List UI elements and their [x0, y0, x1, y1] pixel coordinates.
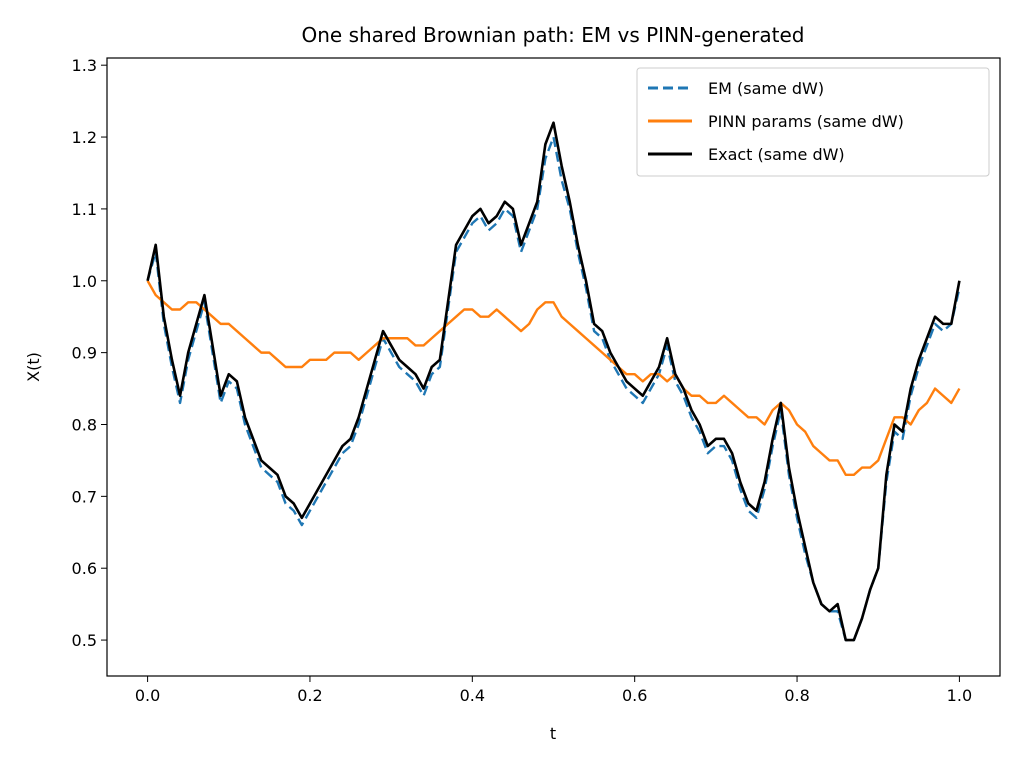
- plot-frame: [106, 57, 1001, 677]
- x-tick-label: 0.4: [460, 686, 485, 705]
- legend-box: [636, 67, 990, 177]
- series-line-exact: [146, 121, 961, 642]
- legend-label-pinn: PINN params (same dW): [708, 112, 904, 131]
- y-axis-title: X(t): [24, 352, 43, 382]
- y-tick-label: 1.0: [72, 272, 97, 291]
- y-tick-label: 0.5: [72, 631, 97, 650]
- y-tick-label: 1.1: [72, 200, 97, 219]
- series-layer: [146, 121, 961, 642]
- series-line-pinn: [146, 280, 961, 476]
- x-tick-label: 0.2: [297, 686, 322, 705]
- x-tick-label: 0.8: [784, 686, 809, 705]
- x-axis: 0.0 0.2 0.4 0.6 0.8 1.0: [135, 676, 972, 705]
- y-tick-label: 0.9: [72, 344, 97, 363]
- y-axis: 0.5 0.6 0.7 0.8 0.9 1.0 1.1 1.2 1.3: [72, 56, 107, 650]
- x-axis-title: t: [550, 724, 556, 743]
- y-tick-label: 0.6: [72, 559, 97, 578]
- legend: EM (same dW) PINN params (same dW) Exact…: [636, 67, 990, 177]
- legend-label-exact: Exact (same dW): [708, 145, 845, 164]
- y-tick-label: 0.7: [72, 487, 97, 506]
- y-tick-label: 1.3: [72, 56, 97, 75]
- y-tick-label: 0.8: [72, 415, 97, 434]
- x-tick-label: 0.0: [135, 686, 160, 705]
- chart-title: One shared Brownian path: EM vs PINN-gen…: [301, 23, 804, 47]
- y-tick-label: 1.2: [72, 128, 97, 147]
- x-tick-label: 1.0: [947, 686, 972, 705]
- legend-label-em: EM (same dW): [708, 79, 824, 98]
- x-tick-label: 0.6: [622, 686, 647, 705]
